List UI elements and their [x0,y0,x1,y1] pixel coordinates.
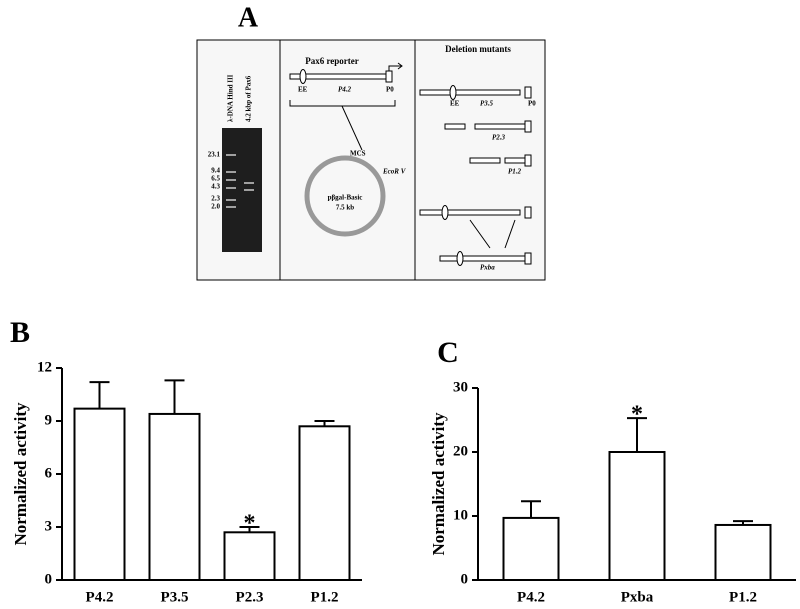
y-axis-label: Normalized activity [11,402,30,546]
y-axis-label: Normalized activity [429,412,448,556]
bar [608,451,666,581]
y-tick-label: 3 [45,518,53,534]
x-tick-label: P4.2 [86,589,114,605]
ladder-label: 4.3 [211,183,220,191]
enhancer-label: EE [450,100,460,108]
construct-label: P1.2 [508,168,522,176]
construct-label: P4.2 [338,86,352,94]
y-tick-label: 0 [461,571,469,587]
site-label: EcoR V [382,168,407,176]
bar [298,425,351,581]
significance-mark: * [631,402,643,428]
enhancer-label: EE [298,86,308,94]
ladder-label: 6.5 [211,175,220,183]
significance-mark: * [244,511,256,537]
error-bar [164,379,185,414]
error-bar [239,526,260,533]
x-tick-label: P2.3 [236,589,264,605]
bar [223,531,276,581]
y-tick-label: 12 [37,359,52,375]
x-tick-label: Pxba [621,589,654,605]
ladder-label: 2.3 [211,195,220,203]
bar [714,523,772,582]
gel [222,128,262,252]
bracket [289,100,396,151]
mutant-constructs [419,85,532,266]
error-bar [89,381,110,409]
bar [148,412,201,581]
section-title: Pax6 reporter [305,56,359,66]
ladder-label: 2.0 [211,203,220,211]
y-tick-label: 10 [453,507,468,523]
y-tick-label: 6 [45,465,53,481]
ladder-label: 9.4 [211,167,220,175]
error-bar [521,500,541,518]
construct-label: P3.5 [480,100,494,108]
y-tick-label: 30 [453,379,468,395]
x-tick-label: P4.2 [517,589,545,605]
plasmid-label: pβgal-Basic [328,194,363,202]
x-tick-label: P1.2 [729,589,757,605]
panel-label: A [238,2,259,33]
y-tick-label: 0 [45,571,53,587]
section-title: Deletion mutants [445,44,511,54]
mcs-label: MCS [350,150,366,158]
y-tick-label: 20 [453,443,468,459]
x-tick-label: P3.5 [161,589,189,605]
y-tick-label: 9 [45,412,53,428]
bar [73,407,126,581]
plasmid [304,155,386,237]
error-bar [627,417,647,452]
bar [502,516,560,581]
panel-label: C [437,336,459,369]
plasmid-size: 7.5 kb [336,204,354,212]
lane-label: λ-DNA Hind III [227,74,235,122]
error-bar [733,520,753,525]
promoter-label: P0 [386,86,394,94]
x-tick-label: P1.2 [311,589,339,605]
promoter-label: P0 [528,100,536,108]
construct-label: Pxba [480,264,495,272]
construct [289,62,403,84]
construct-label: P2.3 [492,134,506,142]
lane-label: 4.2 kbp of Pax6 [245,75,253,122]
ladder-label: 23.1 [208,151,221,159]
panel-label: B [10,316,30,349]
gel-bands [226,154,254,208]
error-bar [314,420,335,427]
